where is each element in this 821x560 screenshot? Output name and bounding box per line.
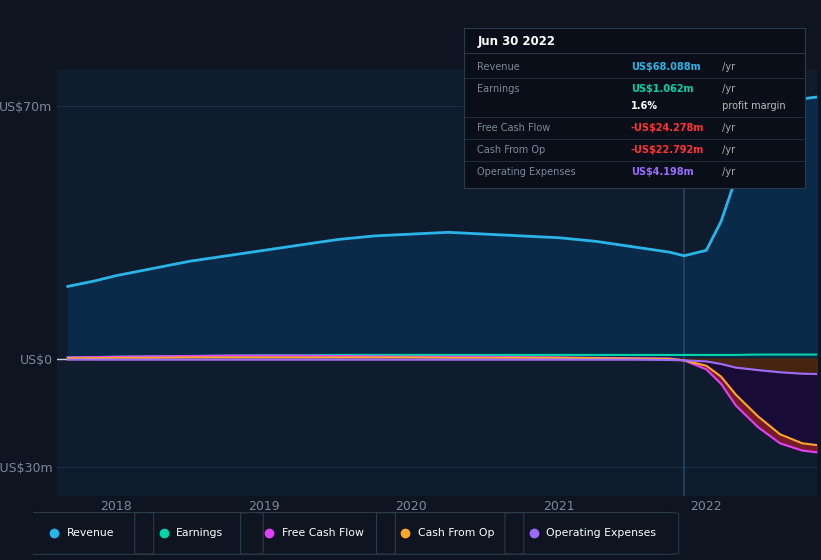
- Text: Revenue: Revenue: [478, 62, 521, 72]
- Text: US$4.198m: US$4.198m: [631, 167, 694, 178]
- Text: Jun 30 2022: Jun 30 2022: [478, 35, 556, 48]
- Text: US$1.062m: US$1.062m: [631, 83, 693, 94]
- Text: Free Cash Flow: Free Cash Flow: [478, 123, 551, 133]
- Text: Free Cash Flow: Free Cash Flow: [282, 529, 364, 538]
- Text: /yr: /yr: [719, 167, 736, 178]
- Text: Operating Expenses: Operating Expenses: [547, 529, 657, 538]
- Text: Earnings: Earnings: [177, 529, 223, 538]
- Text: /yr: /yr: [719, 123, 736, 133]
- Text: Revenue: Revenue: [67, 529, 114, 538]
- Text: 1.6%: 1.6%: [631, 101, 658, 111]
- Text: US$68.088m: US$68.088m: [631, 62, 700, 72]
- Text: -US$22.792m: -US$22.792m: [631, 145, 704, 155]
- Text: /yr: /yr: [719, 145, 736, 155]
- Text: -US$24.278m: -US$24.278m: [631, 123, 704, 133]
- Text: Operating Expenses: Operating Expenses: [478, 167, 576, 178]
- Text: /yr: /yr: [719, 83, 736, 94]
- Text: /yr: /yr: [719, 62, 736, 72]
- Text: Earnings: Earnings: [478, 83, 520, 94]
- Text: Cash From Op: Cash From Op: [478, 145, 546, 155]
- Text: Cash From Op: Cash From Op: [418, 529, 494, 538]
- Text: profit margin: profit margin: [719, 101, 786, 111]
